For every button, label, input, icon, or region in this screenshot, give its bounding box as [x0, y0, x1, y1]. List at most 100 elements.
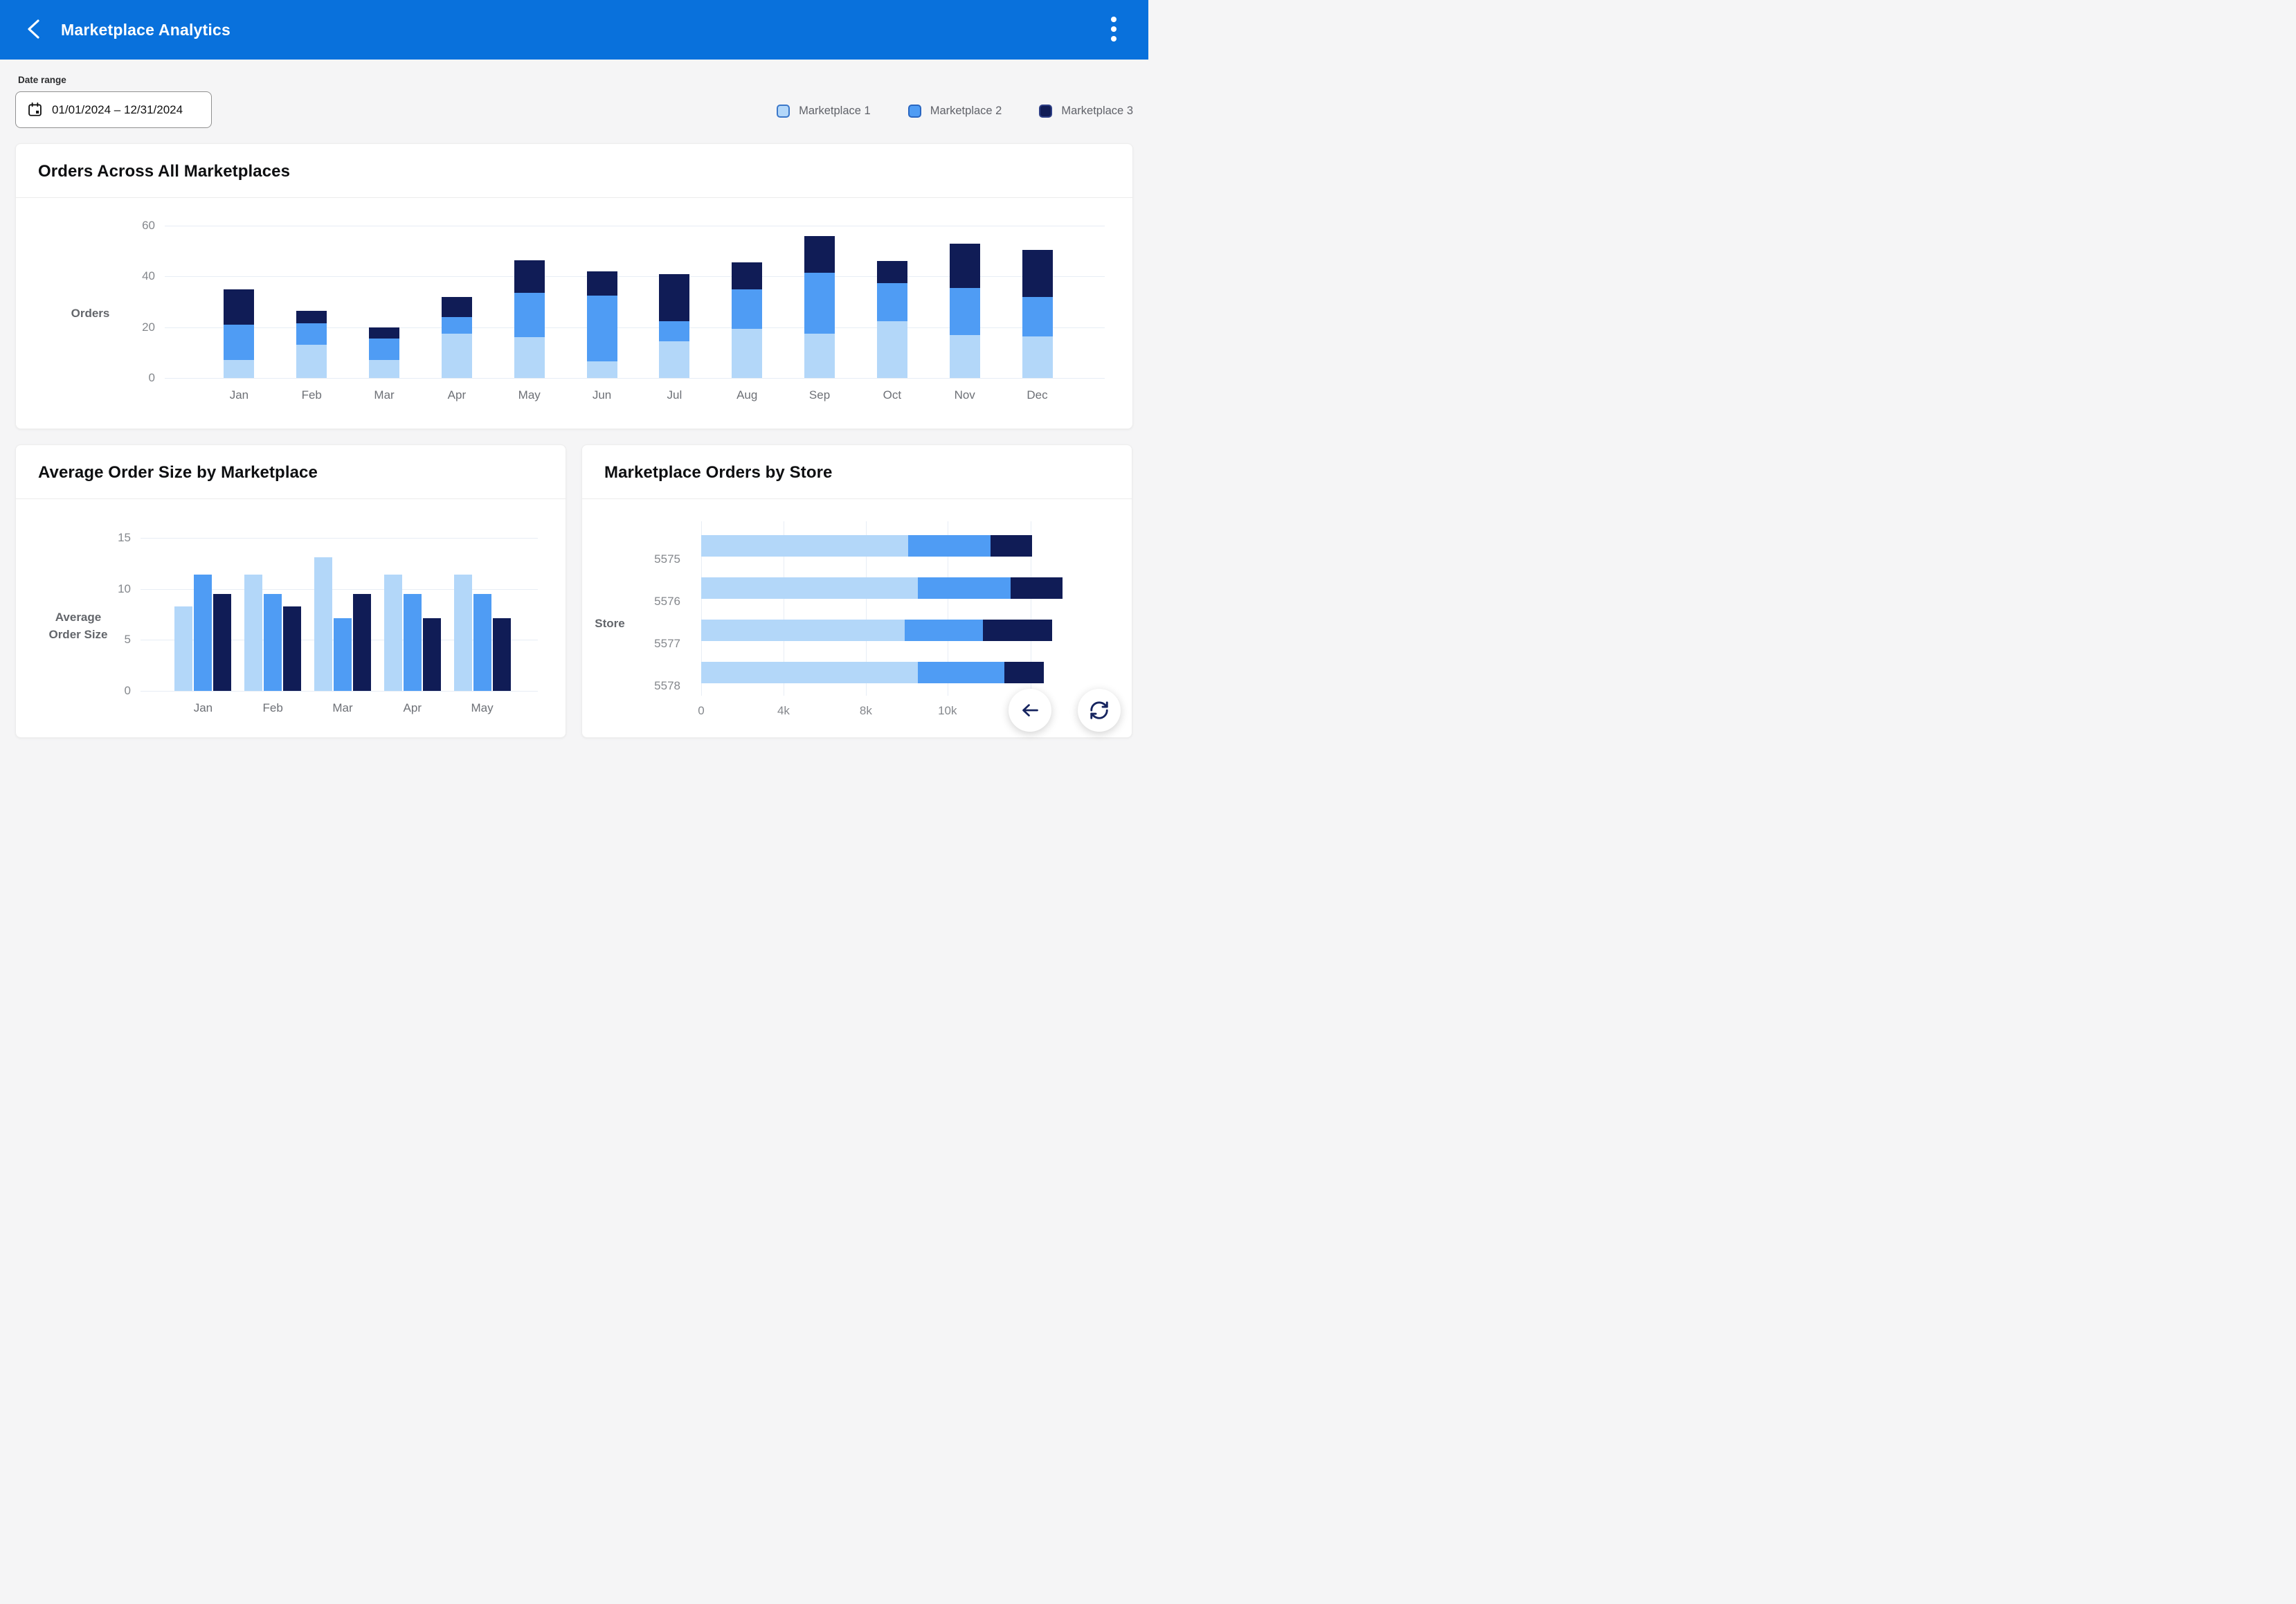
x-axis-label: May — [447, 701, 517, 715]
stacked-bar — [877, 261, 907, 378]
refresh-fab-button[interactable] — [1078, 689, 1121, 732]
bar-segment — [950, 288, 980, 335]
arrow-left-icon — [1019, 699, 1041, 721]
category-slot — [308, 557, 378, 691]
overflow-menu-button[interactable] — [1099, 15, 1129, 45]
bar — [454, 575, 472, 691]
category-slot — [493, 260, 566, 378]
bar — [194, 575, 212, 691]
y-axis-tick-label: 10 — [118, 582, 131, 596]
bar-segment — [587, 361, 617, 378]
bar-segment — [877, 283, 907, 321]
bar-segment — [369, 360, 399, 378]
gridline — [141, 691, 538, 692]
x-axis-label: Nov — [928, 388, 1001, 402]
average-order-size-card: Average Order Size by Marketplace Averag… — [15, 444, 566, 738]
x-axis-label: Apr — [377, 701, 447, 715]
store-row-label: 5578 — [638, 675, 680, 696]
stacked-bar-row — [701, 662, 1064, 683]
bar-segment — [442, 334, 472, 378]
bar-segment — [732, 289, 762, 329]
bar-segment — [1022, 336, 1053, 379]
refresh-icon — [1089, 700, 1110, 721]
category-slot — [856, 261, 928, 378]
card-header: Orders Across All Marketplaces — [16, 144, 1132, 198]
stacked-bar — [296, 311, 327, 378]
bar-segment — [701, 535, 908, 557]
bars-area — [701, 528, 1064, 693]
category-slot — [348, 327, 421, 378]
legend-item-marketplace-3[interactable]: Marketplace 3 — [1039, 105, 1133, 118]
store-labels: 5575557655775578 — [638, 541, 701, 706]
back-fab-button[interactable] — [1009, 689, 1051, 732]
stacked-bar — [442, 297, 472, 378]
bar — [473, 594, 491, 691]
stacked-bar-row — [701, 620, 1064, 641]
category-slot — [784, 236, 856, 378]
bar-segment — [296, 345, 327, 378]
y-axis-tick-label: 0 — [125, 684, 131, 698]
bar-segment — [950, 244, 980, 288]
bar-segment — [732, 329, 762, 379]
category-slot — [928, 244, 1001, 378]
bar-group — [174, 575, 231, 691]
y-axis-tick-label: 5 — [125, 633, 131, 647]
bar — [353, 594, 371, 691]
stacked-bar — [950, 244, 980, 378]
category-slot — [420, 297, 493, 378]
stacked-bar — [514, 260, 545, 378]
bar-segment — [804, 273, 835, 334]
x-axis-label: Feb — [275, 388, 348, 402]
bar-segment — [701, 662, 918, 683]
bar-group — [384, 575, 441, 691]
category-slot — [638, 274, 711, 378]
marketplace-1-swatch — [777, 105, 790, 118]
category-slot — [168, 575, 238, 691]
bar-segment — [587, 296, 617, 361]
bar-segment — [732, 262, 762, 289]
x-axis-labels: JanFebMarAprMayJunJulAugSepOctNovDec — [165, 388, 1105, 402]
x-axis-label: Jun — [566, 388, 638, 402]
legend-item-marketplace-2[interactable]: Marketplace 2 — [908, 105, 1002, 118]
bar-segment — [224, 360, 254, 378]
gridline — [165, 378, 1105, 379]
category-slot — [203, 289, 275, 378]
category-slot — [275, 311, 348, 378]
bars-row — [141, 538, 538, 691]
bar-segment — [918, 662, 1004, 683]
bar-segment — [1011, 577, 1062, 599]
bar — [314, 557, 332, 691]
bar-segment — [918, 577, 1011, 599]
category-slot — [566, 271, 638, 378]
y-axis-tick-label: 15 — [118, 531, 131, 545]
stacked-bar-row — [701, 535, 1064, 557]
x-axis-tick-label: 4k — [777, 704, 790, 718]
app-header: Marketplace Analytics — [0, 0, 1148, 60]
card-header: Marketplace Orders by Store — [582, 445, 1132, 499]
bar-segment — [908, 535, 991, 557]
back-button[interactable] — [18, 15, 48, 45]
store-row-label: 5575 — [638, 548, 680, 570]
bar-segment — [804, 334, 835, 378]
bar — [283, 606, 301, 691]
stacked-bar-row — [701, 577, 1064, 599]
x-axis-label: Aug — [711, 388, 784, 402]
bar — [334, 618, 352, 691]
chevron-left-icon — [24, 19, 42, 42]
bar-segment — [659, 321, 689, 341]
x-axis-label: Jan — [203, 388, 275, 402]
legend-label: Marketplace 2 — [930, 105, 1002, 118]
bar-segment — [587, 271, 617, 296]
calendar-icon — [27, 102, 43, 118]
page-title: Marketplace Analytics — [61, 21, 230, 39]
bar-segment — [877, 261, 907, 282]
y-axis-tick-label: 0 — [149, 371, 155, 385]
date-range-input[interactable]: 01/01/2024 – 12/31/2024 — [15, 91, 212, 128]
bar-segment — [514, 260, 545, 294]
marketplace-2-swatch — [908, 105, 921, 118]
x-axis-label: Sep — [784, 388, 856, 402]
stacked-bar — [804, 236, 835, 378]
date-range-value: 01/01/2024 – 12/31/2024 — [52, 103, 183, 117]
legend-label: Marketplace 3 — [1061, 105, 1133, 118]
legend-item-marketplace-1[interactable]: Marketplace 1 — [777, 105, 871, 118]
